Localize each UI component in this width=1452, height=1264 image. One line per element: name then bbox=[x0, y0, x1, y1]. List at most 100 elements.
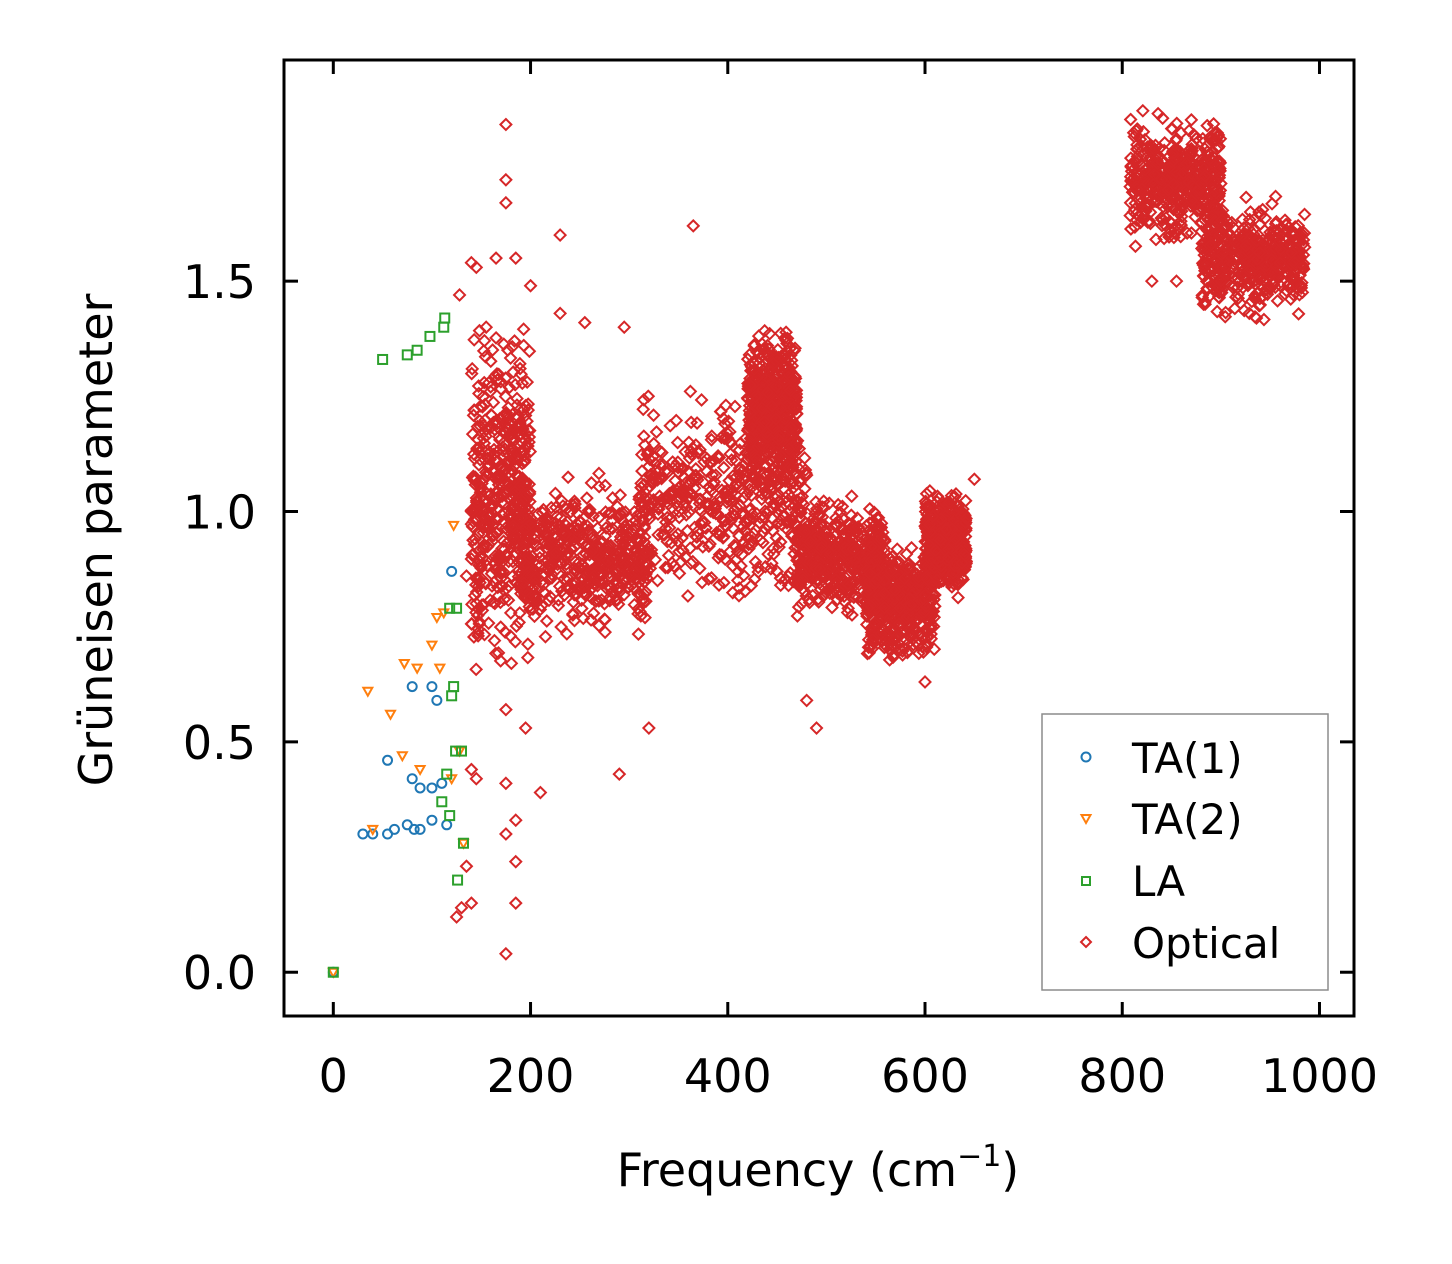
data-point bbox=[732, 588, 746, 603]
data-point bbox=[809, 501, 824, 516]
data-point bbox=[844, 558, 859, 573]
data-point bbox=[771, 432, 786, 447]
data-point bbox=[1203, 238, 1218, 253]
data-point bbox=[729, 488, 744, 503]
data-point bbox=[469, 260, 484, 275]
data-point bbox=[604, 585, 619, 600]
data-point bbox=[388, 823, 400, 835]
data-point bbox=[757, 414, 772, 429]
data-point bbox=[459, 569, 474, 583]
data-point bbox=[515, 376, 530, 391]
data-point bbox=[705, 468, 720, 482]
data-point bbox=[613, 488, 628, 502]
data-point bbox=[569, 522, 584, 537]
data-point bbox=[449, 910, 464, 924]
data-point bbox=[794, 495, 809, 510]
data-point bbox=[467, 332, 482, 347]
data-point bbox=[447, 520, 460, 532]
data-point bbox=[674, 531, 689, 545]
data-point bbox=[772, 428, 787, 443]
data-point bbox=[1143, 141, 1158, 156]
data-point bbox=[584, 591, 599, 606]
data-point bbox=[411, 344, 423, 356]
data-point bbox=[642, 492, 657, 507]
data-point bbox=[766, 356, 781, 371]
data-point bbox=[1170, 179, 1185, 193]
data-point bbox=[704, 429, 719, 444]
data-point bbox=[561, 470, 576, 485]
data-point bbox=[758, 445, 773, 460]
data-point bbox=[776, 481, 791, 496]
data-point bbox=[1238, 268, 1253, 283]
data-point bbox=[514, 445, 529, 460]
data-point bbox=[919, 570, 934, 584]
data-point bbox=[476, 344, 491, 358]
data-point bbox=[491, 367, 506, 382]
data-point bbox=[633, 488, 648, 503]
data-point bbox=[676, 482, 691, 497]
data-point bbox=[553, 556, 568, 571]
data-point bbox=[518, 584, 533, 599]
data-point bbox=[784, 353, 799, 368]
data-point bbox=[678, 495, 692, 510]
data-point bbox=[473, 399, 488, 413]
data-point bbox=[919, 640, 934, 654]
legend-label-la: LA bbox=[1132, 857, 1185, 906]
data-point bbox=[924, 627, 938, 641]
data-point bbox=[536, 516, 551, 530]
data-point bbox=[517, 444, 531, 459]
data-point bbox=[1180, 226, 1195, 240]
data-point bbox=[675, 543, 690, 558]
data-point bbox=[718, 416, 732, 431]
data-point bbox=[1123, 179, 1138, 194]
data-point bbox=[571, 561, 586, 576]
x-tick-label: 1000 bbox=[1261, 1049, 1378, 1103]
data-point bbox=[495, 579, 510, 593]
data-point bbox=[602, 506, 617, 521]
data-point bbox=[466, 514, 481, 529]
data-point bbox=[515, 456, 530, 471]
data-point bbox=[887, 632, 902, 647]
data-point bbox=[406, 681, 418, 693]
data-point bbox=[648, 552, 663, 567]
data-point bbox=[426, 814, 438, 826]
data-point bbox=[1243, 205, 1258, 219]
data-point bbox=[1184, 141, 1199, 156]
data-point bbox=[672, 566, 687, 581]
data-point bbox=[1239, 238, 1253, 253]
data-point bbox=[840, 557, 855, 572]
data-point bbox=[1257, 247, 1272, 262]
data-point bbox=[1294, 280, 1309, 295]
data-point bbox=[433, 663, 447, 675]
data-point bbox=[1280, 284, 1295, 299]
data-point bbox=[522, 430, 537, 444]
data-point bbox=[384, 709, 397, 721]
data-point bbox=[744, 488, 759, 503]
data-point bbox=[763, 408, 778, 422]
data-point bbox=[788, 341, 802, 356]
data-point bbox=[516, 576, 531, 590]
data-point bbox=[768, 393, 783, 408]
data-point bbox=[714, 430, 729, 445]
data-point bbox=[1242, 306, 1257, 321]
data-point bbox=[757, 363, 772, 378]
data-point bbox=[639, 545, 654, 560]
data-point bbox=[683, 384, 698, 399]
data-point bbox=[467, 537, 482, 552]
data-point bbox=[718, 513, 733, 528]
data-point bbox=[426, 782, 438, 794]
data-point bbox=[789, 454, 804, 469]
data-point bbox=[479, 422, 494, 437]
data-point bbox=[1169, 274, 1184, 289]
data-point bbox=[899, 547, 914, 562]
data-point bbox=[780, 336, 794, 351]
data-point bbox=[414, 823, 426, 835]
data-point bbox=[865, 536, 880, 551]
data-point bbox=[766, 541, 781, 556]
data-point bbox=[706, 505, 721, 520]
data-point bbox=[621, 580, 636, 595]
data-point bbox=[842, 516, 856, 531]
data-point bbox=[867, 540, 882, 555]
data-point bbox=[1128, 239, 1143, 254]
data-point bbox=[807, 519, 822, 533]
